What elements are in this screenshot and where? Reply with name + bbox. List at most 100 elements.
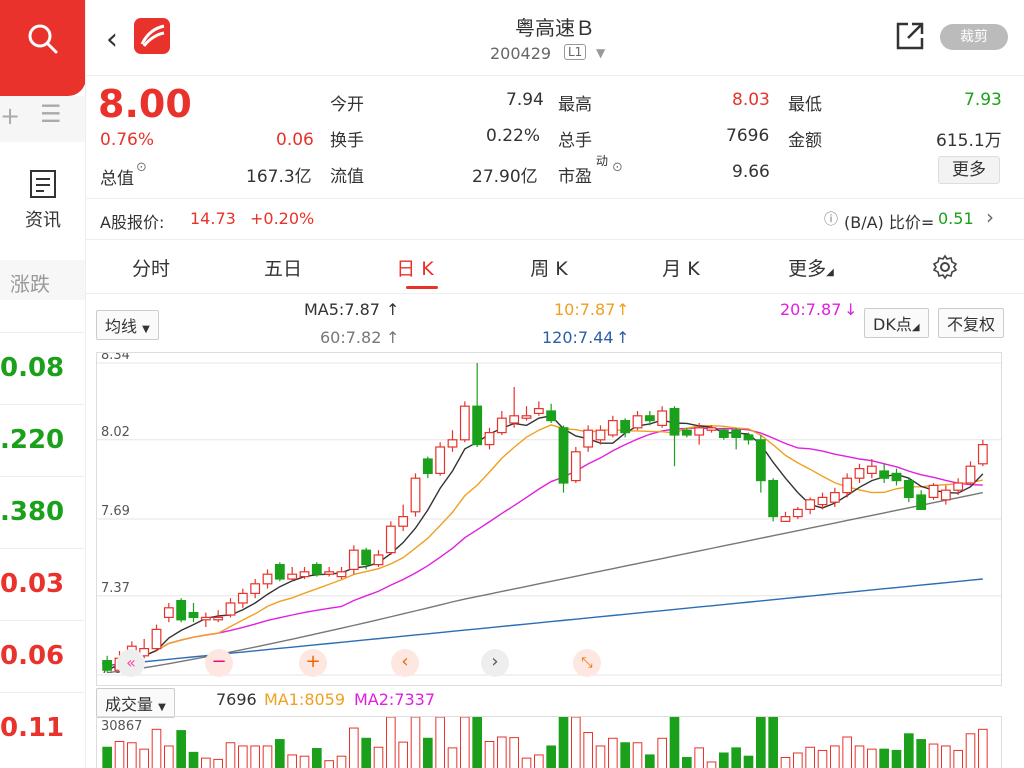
volume-bar: [645, 754, 655, 768]
a-share-bar[interactable]: A股报价: 14.73 +0.20% ⓘ (B/A) 比价= 0.51 ›: [86, 198, 1024, 240]
tab-monthly-k[interactable]: 月 K: [662, 258, 700, 280]
left-header: [0, 0, 85, 96]
fullscreen-icon[interactable]: ⤡: [573, 649, 601, 677]
tab-daily-k[interactable]: 日 K: [370, 254, 460, 289]
news-label: 资讯: [25, 210, 61, 231]
volume-bar: [139, 748, 149, 768]
candle-body: [669, 407, 680, 436]
candle-body: [940, 489, 951, 501]
tab-five-day[interactable]: 五日: [263, 258, 302, 280]
pe-superscript: 动: [596, 154, 609, 168]
kline-svg: 8.348.027.697.377.04: [97, 348, 1001, 677]
volume-bar: [361, 737, 371, 768]
tab-weekly-k[interactable]: 周 K: [530, 258, 568, 280]
indicator-select[interactable]: 均线 ▼: [96, 310, 159, 340]
volume-bar: [423, 737, 433, 768]
kline-chart[interactable]: 8.348.027.697.377.04 « − + ‹ › ⤡: [96, 348, 1002, 686]
volume-bar: [225, 742, 236, 768]
volume-bar: [398, 741, 408, 768]
tab-more-label: 更多: [788, 258, 827, 280]
tab-intraday[interactable]: 分时: [131, 258, 170, 280]
volume-bar: 成交量 ▼ 7696 MA1:8059 MA2:7337: [86, 688, 1024, 718]
volume-bar: [312, 748, 322, 768]
plus-icon[interactable]: +: [299, 649, 327, 677]
add-icon[interactable]: +: [0, 102, 21, 130]
candle-body: [780, 516, 791, 523]
candle-body: [435, 446, 446, 474]
zoom-out-icon[interactable]: «: [117, 649, 145, 677]
help-icon[interactable]: ⓘ: [824, 212, 838, 228]
chevron-down-icon[interactable]: ▼: [596, 46, 606, 60]
turnover-label: 换手: [330, 131, 364, 151]
gear-icon[interactable]: [932, 254, 958, 280]
candle-body: [977, 443, 988, 465]
crop-button[interactable]: 裁剪: [940, 24, 1008, 50]
candle-body: [324, 571, 335, 575]
info-icon[interactable]: ⊙: [136, 160, 147, 175]
volume-bar: [608, 737, 618, 768]
volume-select[interactable]: 成交量 ▼: [96, 688, 175, 718]
volume-bar: [188, 751, 199, 768]
change-header: 涨跌: [0, 260, 85, 300]
minus-icon[interactable]: −: [205, 649, 233, 677]
back-icon[interactable]: ‹: [106, 22, 118, 57]
candle-body: [188, 612, 199, 619]
header: ‹ 粤高速Ｂ 200429 L1 ▼ 裁剪: [86, 0, 1024, 76]
ma10-line: [106, 424, 983, 671]
ma20-arrow-icon: ↓: [844, 300, 858, 319]
volume-bar: [953, 749, 963, 768]
ma20-value: 20:7.87: [780, 300, 842, 319]
candle-body: [398, 516, 409, 527]
pan-left-icon[interactable]: ‹: [391, 649, 419, 677]
volume-bar: [558, 717, 569, 768]
candle-body: [829, 492, 840, 503]
volume-value: 7696: [216, 690, 257, 709]
candle-body: [916, 494, 927, 510]
search-icon[interactable]: [26, 22, 60, 56]
volume-bar: [620, 742, 630, 768]
volume-bar: [275, 739, 285, 768]
volume-bar: [904, 733, 914, 768]
change-value-item[interactable]: 0.08: [0, 332, 85, 404]
stock-code: 200429: [490, 44, 552, 63]
more-button[interactable]: 更多: [938, 156, 1000, 184]
dk-point-button[interactable]: DK点◢: [864, 308, 929, 338]
change-value-item[interactable]: .380: [0, 476, 85, 548]
volume-bar: [879, 748, 889, 768]
candle-body: [151, 628, 162, 650]
list-icon[interactable]: ☰: [40, 100, 62, 128]
volume-bar: [546, 745, 556, 768]
candle-body: [311, 564, 322, 575]
tab-more[interactable]: 更多◢: [788, 258, 834, 280]
candle-body: [620, 419, 631, 434]
change-value-item[interactable]: 0.11: [0, 692, 85, 764]
volume-bar: [213, 758, 223, 768]
pan-right-icon[interactable]: ›: [481, 649, 509, 677]
share-icon[interactable]: [894, 20, 926, 52]
amount-value: 615.1万: [936, 131, 1002, 151]
low-value: 7.93: [964, 90, 1002, 110]
change-value-item[interactable]: 0.06: [0, 620, 85, 692]
pe-info-icon[interactable]: ⊙: [612, 160, 623, 175]
float-cap-value: 27.90亿: [472, 167, 538, 187]
candle-body: [237, 592, 248, 604]
candle-body: [731, 429, 742, 438]
candle-body: [385, 525, 396, 554]
volume-label: 总手: [558, 131, 592, 151]
volume-select-label: 成交量: [105, 695, 154, 714]
candle-body: [213, 616, 224, 621]
news-button[interactable]: 资讯: [0, 160, 85, 240]
change-value-item[interactable]: .220: [0, 404, 85, 476]
candle-body: [743, 434, 754, 441]
volume-bar: [201, 757, 211, 768]
volume-chart[interactable]: 30867: [96, 716, 1002, 768]
change-value-item[interactable]: 0.03: [0, 548, 85, 620]
chevron-right-icon[interactable]: ›: [986, 205, 994, 229]
change-value-text: 0.03: [0, 569, 65, 599]
y-tick-label: 8.34: [101, 353, 130, 363]
a-share-label: A股报价:: [100, 213, 165, 232]
no-adjust-button[interactable]: 不复权: [938, 308, 1005, 338]
ma60-line: [107, 491, 983, 674]
volume-bar: [349, 727, 359, 768]
volume-bar: [299, 755, 310, 768]
